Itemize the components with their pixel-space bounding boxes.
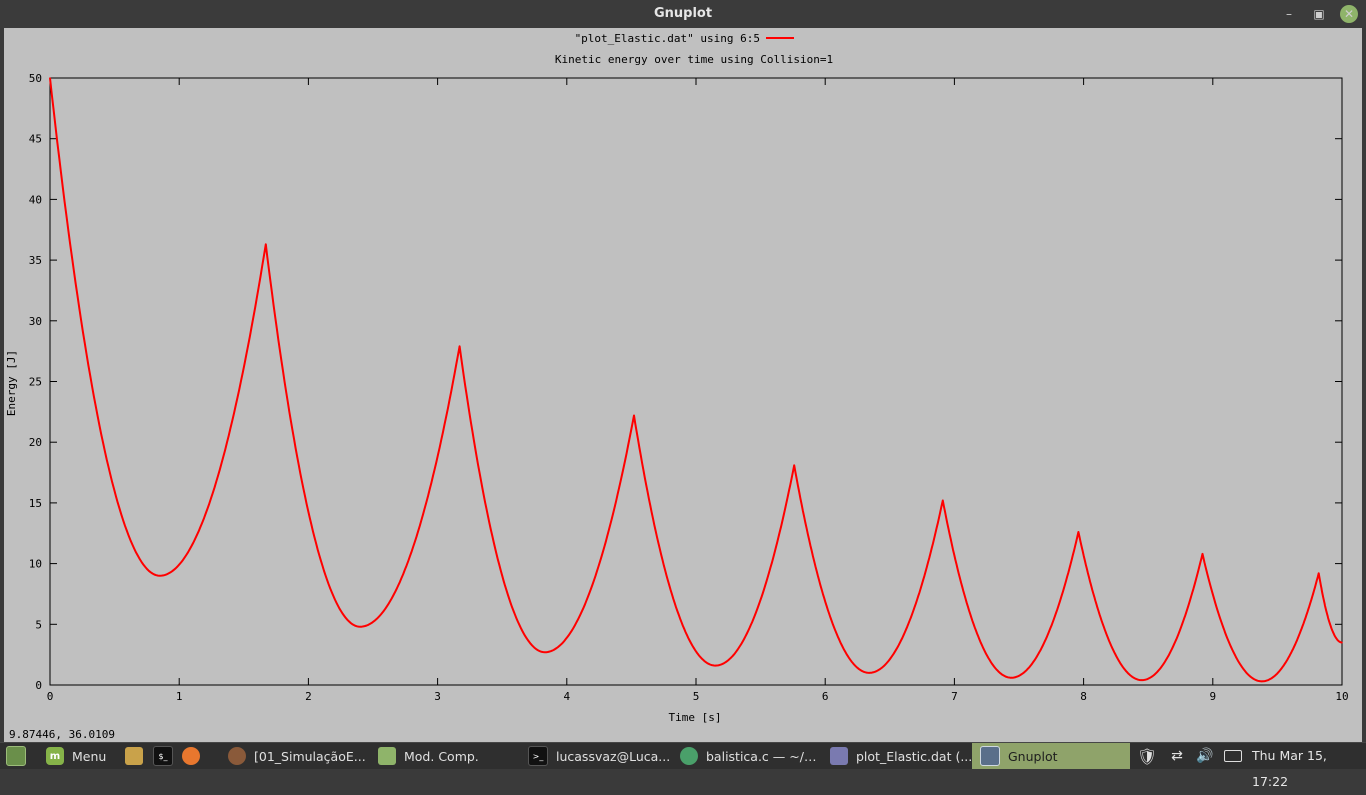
close-button[interactable]: ✕ bbox=[1340, 5, 1358, 23]
task-label: [01_SimulaçãoE... bbox=[254, 748, 366, 764]
x-tick-label: 3 bbox=[434, 690, 441, 703]
data-point bbox=[1201, 553, 1204, 555]
data-point bbox=[1341, 641, 1343, 644]
data-point bbox=[1140, 679, 1143, 681]
close-icon: ✕ bbox=[1343, 7, 1355, 21]
x-axis-label: Time [s] bbox=[669, 711, 722, 724]
data-point bbox=[1077, 531, 1080, 533]
minimize-button[interactable]: – bbox=[1280, 5, 1298, 23]
coordinate-readout: 9.87446, 36.0109 bbox=[9, 728, 115, 741]
text-file-icon bbox=[830, 747, 848, 765]
maximize-button[interactable]: ▣ bbox=[1310, 5, 1328, 23]
terminal-icon: >_ bbox=[528, 746, 548, 766]
y-tick-label: 5 bbox=[35, 618, 42, 631]
task-terminal[interactable]: >_ lucassvaz@Luca... bbox=[520, 743, 672, 769]
task-label: lucassvaz@Luca... bbox=[556, 748, 671, 764]
y-tick-label: 45 bbox=[29, 133, 42, 146]
network-button[interactable]: ⇄ bbox=[1168, 743, 1186, 769]
network-icon: ⇄ bbox=[1171, 748, 1183, 764]
task-firefox[interactable]: [01_SimulaçãoE... bbox=[220, 743, 370, 769]
x-tick-label: 0 bbox=[47, 690, 54, 703]
x-tick-label: 2 bbox=[305, 690, 312, 703]
y-tick-label: 50 bbox=[29, 72, 42, 85]
task-label: balistica.c — ~/D... bbox=[706, 748, 824, 764]
y-tick-label: 0 bbox=[35, 679, 42, 692]
data-point bbox=[544, 651, 546, 654]
data-point bbox=[714, 664, 717, 667]
x-tick-label: 4 bbox=[563, 690, 570, 703]
plot-area: "plot_Elastic.dat" using 6:5 Kinetic ene… bbox=[5, 32, 1349, 724]
launcher-firefox[interactable] bbox=[182, 743, 200, 769]
y-tick-label: 20 bbox=[29, 436, 42, 449]
data-point bbox=[49, 77, 51, 79]
menu-button[interactable]: m Menu bbox=[46, 743, 120, 769]
firefox-icon bbox=[228, 747, 246, 765]
menu-label: Menu bbox=[72, 748, 107, 764]
y-tick-label: 30 bbox=[29, 315, 42, 328]
taskbar: m Menu $_ [01_SimulaçãoE... Mod. Comp. >… bbox=[0, 742, 1366, 789]
y-tick-label: 10 bbox=[29, 558, 42, 571]
data-point bbox=[1010, 676, 1013, 679]
plot-border bbox=[49, 77, 1343, 686]
launcher-terminal[interactable]: $_ bbox=[153, 743, 173, 769]
data-point bbox=[793, 464, 795, 467]
task-label: Mod. Comp. bbox=[404, 748, 479, 764]
show-desktop-button[interactable] bbox=[6, 743, 26, 769]
x-tick-label: 10 bbox=[1335, 690, 1348, 703]
window-title: Gnuplot bbox=[653, 6, 713, 21]
desktop-icon bbox=[6, 746, 26, 766]
minimize-icon: – bbox=[1286, 7, 1292, 21]
terminal-icon: $_ bbox=[153, 746, 173, 766]
task-label: plot_Elastic.dat (... bbox=[856, 748, 973, 764]
data-point bbox=[941, 499, 944, 502]
legend-label: "plot_Elastic.dat" using 6:5 bbox=[575, 32, 760, 45]
data-point bbox=[458, 345, 461, 348]
update-manager-button[interactable]: 🛡 bbox=[1138, 743, 1156, 769]
y-tick-label: 40 bbox=[29, 193, 42, 206]
x-tick-label: 7 bbox=[951, 690, 958, 703]
window-icon bbox=[980, 746, 1000, 766]
x-tick-label: 5 bbox=[693, 690, 700, 703]
mint-logo-icon: m bbox=[46, 747, 64, 765]
data-point bbox=[633, 414, 635, 417]
data-point bbox=[868, 672, 870, 674]
battery-button[interactable] bbox=[1224, 743, 1242, 769]
shield-icon: 🛡 bbox=[1138, 746, 1156, 766]
y-tick-label: 25 bbox=[29, 376, 42, 389]
clock[interactable]: Thu Mar 15, 17:22 bbox=[1252, 748, 1327, 789]
firefox-icon bbox=[182, 747, 200, 765]
task-label: Gnuplot bbox=[1008, 748, 1058, 764]
y-axis-label: Energy [J] bbox=[5, 350, 18, 416]
volume-button[interactable]: 🔊 bbox=[1196, 743, 1214, 769]
data-point bbox=[264, 243, 267, 246]
task-text-file[interactable]: plot_Elastic.dat (... bbox=[822, 743, 974, 769]
x-tick-label: 6 bbox=[822, 690, 829, 703]
x-tick-label: 1 bbox=[176, 690, 183, 703]
y-tick-label: 35 bbox=[29, 254, 42, 267]
chart-title: Kinetic energy over time using Collision… bbox=[555, 53, 833, 66]
launcher-files[interactable] bbox=[125, 743, 143, 769]
data-point bbox=[1261, 680, 1263, 683]
task-file-manager[interactable]: Mod. Comp. bbox=[370, 743, 522, 769]
editor-icon bbox=[680, 747, 698, 765]
y-tick-label: 15 bbox=[29, 497, 42, 510]
data-point bbox=[1317, 572, 1320, 575]
plot-canvas[interactable]: "plot_Elastic.dat" using 6:5 Kinetic ene… bbox=[4, 28, 1362, 742]
series-line bbox=[49, 77, 1343, 683]
x-tick-label: 9 bbox=[1209, 690, 1216, 703]
battery-icon bbox=[1224, 750, 1242, 762]
volume-icon: 🔊 bbox=[1196, 748, 1214, 764]
data-point bbox=[159, 574, 161, 577]
task-gnuplot[interactable]: Gnuplot bbox=[972, 743, 1130, 769]
series-group bbox=[49, 77, 1343, 683]
task-editor[interactable]: balistica.c — ~/D... bbox=[672, 743, 824, 769]
folder-icon bbox=[378, 747, 396, 765]
restore-icon: ▣ bbox=[1313, 7, 1325, 21]
data-point bbox=[359, 625, 361, 628]
x-tick-label: 8 bbox=[1080, 690, 1087, 703]
window-titlebar: Gnuplot – ▣ ✕ bbox=[0, 0, 1366, 28]
folder-icon bbox=[125, 747, 143, 765]
